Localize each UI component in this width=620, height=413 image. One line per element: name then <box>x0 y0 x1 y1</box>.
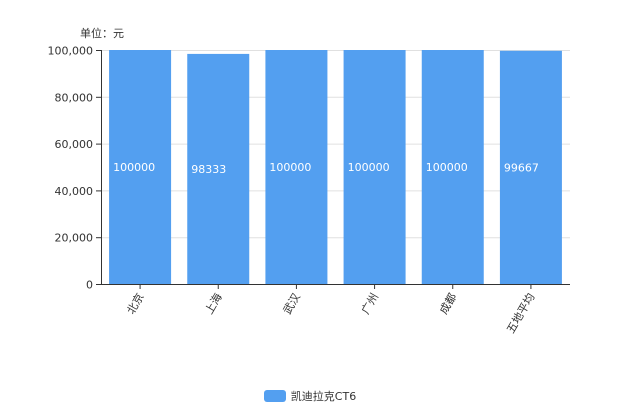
x-tick-label: 五地平均 <box>504 291 537 336</box>
x-tick-label: 广州 <box>359 291 381 317</box>
legend[interactable]: 凯迪拉克CT6 <box>0 388 620 404</box>
data-label: 100000 <box>348 161 390 174</box>
data-label: 100000 <box>269 161 311 174</box>
bar <box>187 53 250 284</box>
y-tick-label: 60,000 <box>55 138 94 151</box>
data-label: 100000 <box>113 161 155 174</box>
bar <box>421 50 484 284</box>
y-tick-label: 40,000 <box>55 185 94 198</box>
x-tick-label: 北京 <box>124 291 147 317</box>
y-tick-label: 100,000 <box>48 45 94 58</box>
data-label: 99667 <box>504 161 539 174</box>
bar <box>265 50 328 284</box>
x-tick-label: 上海 <box>202 291 225 317</box>
x-tick-label: 武汉 <box>281 291 303 317</box>
bar <box>499 50 562 284</box>
legend-swatch <box>263 390 286 402</box>
unit-label: 单位：元 <box>80 27 124 40</box>
y-tick-label: 20,000 <box>55 232 94 245</box>
y-tick-label: 0 <box>86 279 93 292</box>
y-tick-label: 80,000 <box>55 91 94 104</box>
data-label: 100000 <box>426 161 468 174</box>
legend-label: 凯迪拉克CT6 <box>290 390 357 403</box>
bar <box>343 50 406 284</box>
bar <box>109 50 172 284</box>
data-label: 98333 <box>191 163 226 176</box>
x-tick-label: 成都 <box>437 291 459 317</box>
